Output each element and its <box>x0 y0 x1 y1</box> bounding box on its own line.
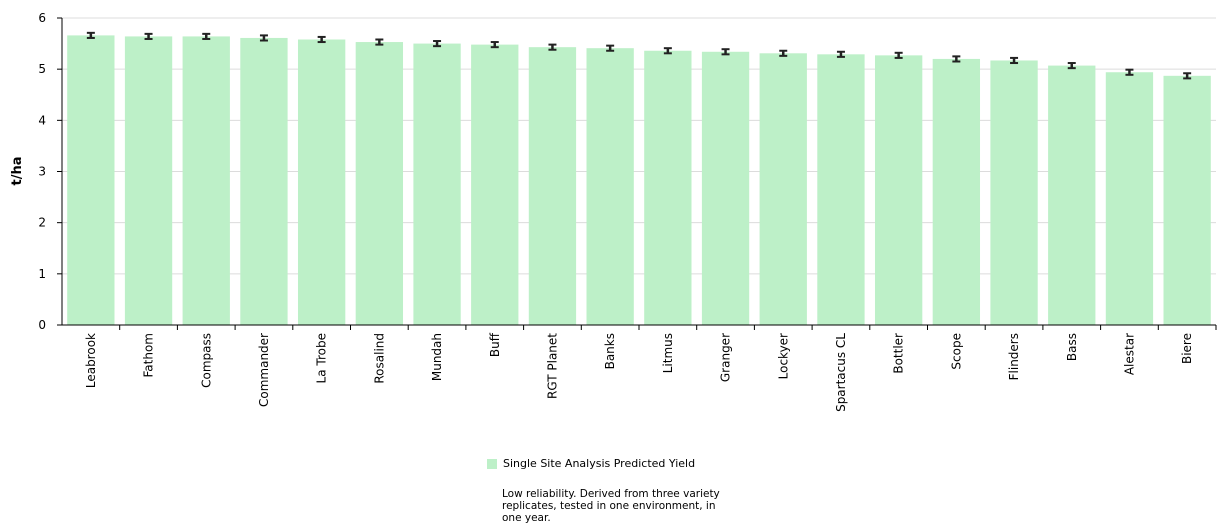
x-tick-label: Biere <box>1180 333 1194 364</box>
x-tick-label: Mundah <box>430 333 444 381</box>
y-tick-labels: 0 1 2 3 4 5 6 <box>38 11 46 332</box>
bar <box>644 50 692 325</box>
bar <box>182 36 230 326</box>
bar <box>1105 72 1154 325</box>
x-tick-label: Litmus <box>661 333 675 373</box>
y-axis-label: t/ha <box>10 157 25 186</box>
x-tick-label: Buff <box>488 332 502 357</box>
reliability-note: Low reliability. Derived from three vari… <box>502 488 720 524</box>
y-tick-label: 1 <box>38 267 46 281</box>
x-tick-label: Banks <box>603 333 617 369</box>
bar <box>1163 75 1211 326</box>
y-tick-label: 3 <box>38 165 46 179</box>
x-tick-label: Bottler <box>892 333 906 374</box>
x-tick-label: Rosalind <box>372 333 386 384</box>
bar <box>528 47 577 325</box>
bar <box>817 54 865 325</box>
x-tick-label: Spartacus CL <box>834 333 848 412</box>
y-tick-label: 5 <box>38 62 46 76</box>
x-tick-label: Scope <box>949 333 963 370</box>
gridlines <box>62 17 1216 275</box>
bar <box>874 55 923 326</box>
x-tick-label: Commander <box>257 333 271 407</box>
x-tick-label: Granger <box>719 333 733 382</box>
axes <box>57 17 1217 330</box>
bar <box>990 60 1038 326</box>
x-tick-label: Lockyer <box>776 333 790 379</box>
y-tick-label: 6 <box>38 11 46 25</box>
x-tick-label: Leabrook <box>84 333 98 388</box>
x-tick-label: Flinders <box>1007 333 1021 380</box>
y-tick-label: 0 <box>38 318 46 332</box>
bar <box>124 36 173 326</box>
x-tick-labels: Leabrook Fathom Compass Commander La Trobe Ro… <box>84 332 1194 412</box>
x-tick-label: La Trobe <box>315 333 329 383</box>
legend-label: Single Site Analysis Predicted Yield <box>503 457 696 470</box>
x-tick-label: Compass <box>199 333 213 388</box>
error-bars <box>86 31 1192 80</box>
legend: Single Site Analysis Predicted Yield <box>487 457 695 470</box>
bar <box>1048 65 1096 326</box>
bar <box>759 53 807 326</box>
x-tick-label: RGT Planet <box>545 333 559 399</box>
y-tick-label: 2 <box>38 216 46 230</box>
legend-swatch <box>487 458 497 469</box>
bar <box>413 43 461 325</box>
bar <box>932 58 981 325</box>
bar <box>67 35 115 325</box>
bars <box>67 35 1211 326</box>
x-tick-label: Bass <box>1065 333 1079 361</box>
bar <box>471 44 519 326</box>
y-tick-label: 4 <box>38 113 46 127</box>
x-tick-label: Alestar <box>1122 333 1136 375</box>
bar <box>297 39 346 326</box>
x-tick-label: Fathom <box>142 333 156 378</box>
bar <box>240 37 288 326</box>
bar <box>586 48 634 326</box>
bar <box>701 51 750 326</box>
bar <box>355 42 404 325</box>
